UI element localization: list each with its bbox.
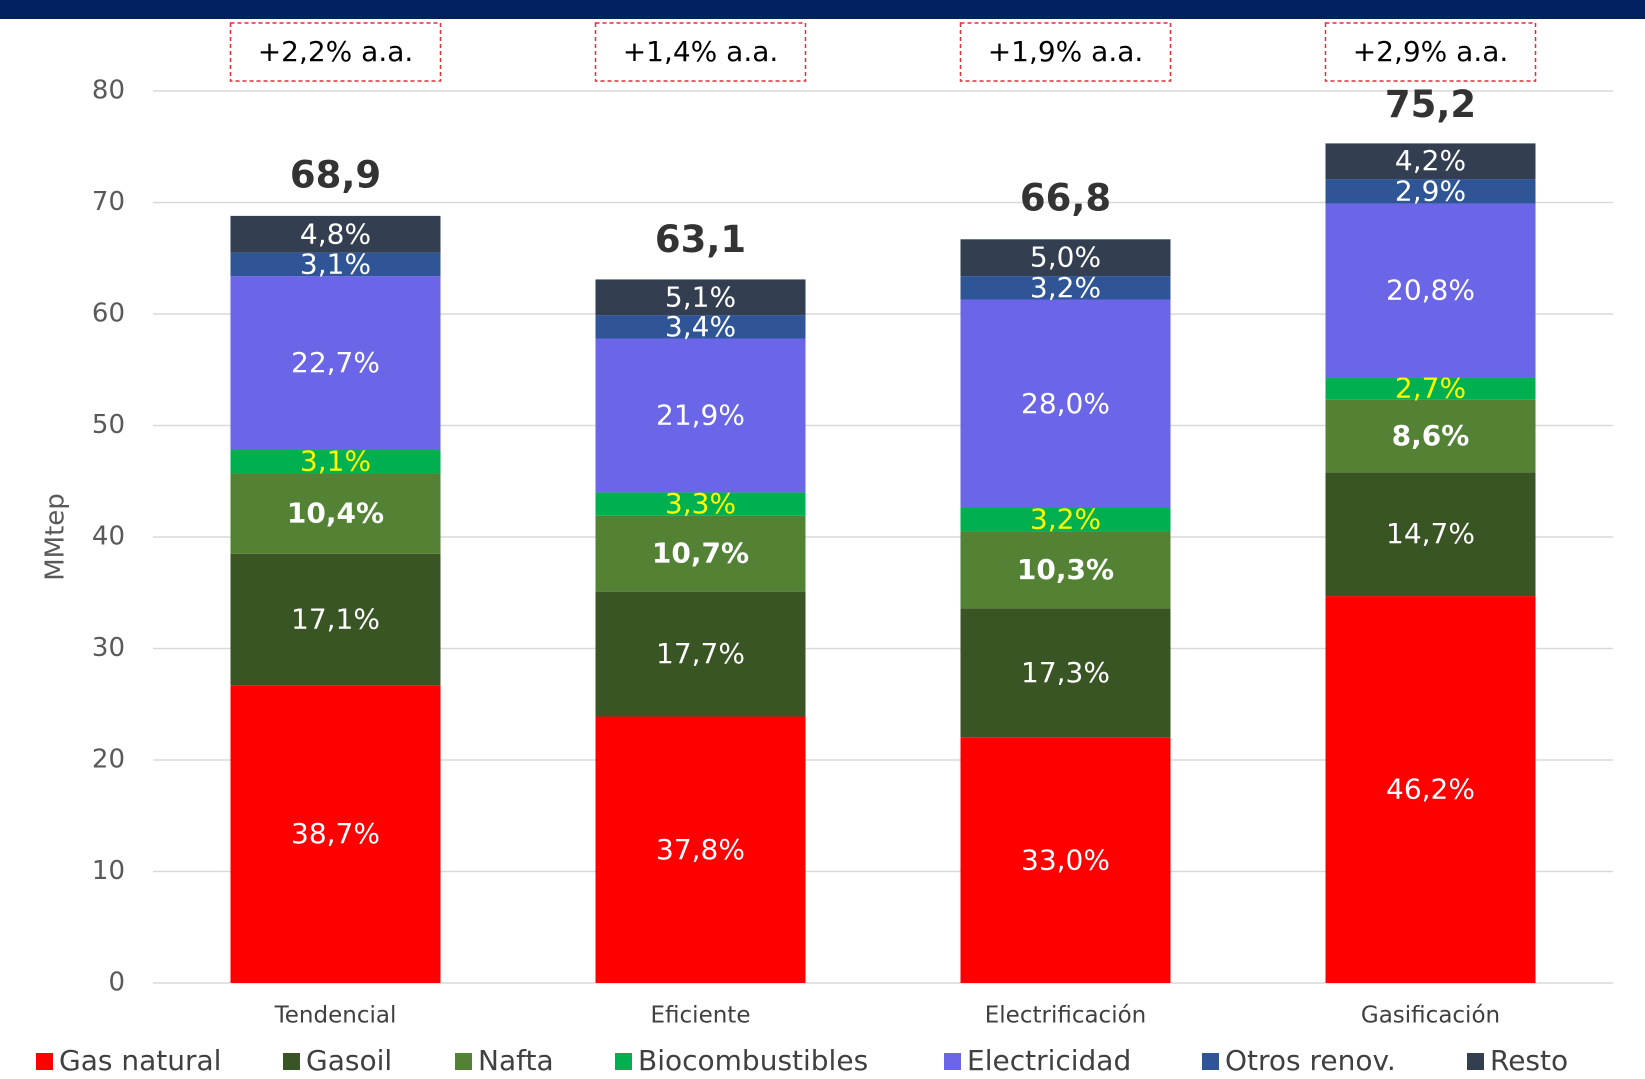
legend-swatch [283,1053,300,1070]
growth-box [1324,22,1537,82]
bar-segment [595,716,806,983]
legend-label: Biocombustibles [638,1044,868,1077]
y-tick-label: 80 [92,76,125,106]
segment-label: 17,3% [1021,656,1110,689]
segment-label: 3,2% [1030,503,1101,536]
bar-segment [595,315,806,339]
growth-label: +1,4% a.a. [623,35,779,68]
segment-label: 37,8% [656,833,745,866]
segment-label: 17,7% [656,637,745,670]
y-tick-label: 50 [92,410,125,440]
bar-segment [595,591,806,717]
y-tick-label: 70 [92,187,125,217]
segment-label: 21,9% [656,398,745,431]
y-tick-label: 10 [92,856,125,886]
bar-segment [1325,143,1536,180]
bar-segment [1325,377,1536,400]
legend-label: Otros renov. [1225,1044,1396,1077]
bar-segment [960,737,1171,983]
segment-label: 2,9% [1395,174,1466,207]
x-tick-label: Electrificación [985,1003,1147,1029]
y-tick-label: 40 [92,522,125,552]
bar-segment [230,252,441,277]
legend-label: Gasoil [306,1044,392,1077]
growth-box [959,22,1172,82]
bar-segment [960,239,1171,277]
bar-segment [1325,472,1536,597]
total-label: 63,1 [655,218,746,261]
segment-label: 14,7% [1386,517,1475,550]
bar-segment [595,515,806,592]
legend-swatch [1467,1053,1484,1070]
bar-segment [230,276,441,451]
bar-segment [595,338,806,493]
segment-label: 33,0% [1021,843,1110,876]
legend-swatch [615,1053,632,1070]
segment-label: 4,8% [300,217,371,250]
total-label: 75,2 [1385,83,1476,126]
bar-segment [230,685,441,983]
growth-label: +2,2% a.a. [258,35,414,68]
bar-segment [1325,203,1536,378]
segment-label: 46,2% [1386,773,1475,806]
segment-label: 20,8% [1386,274,1475,307]
growth-box [594,22,807,82]
legend-swatch [1202,1053,1219,1070]
bar-segment [960,608,1171,738]
bar-segment [960,531,1171,609]
bar-segment [230,473,441,554]
segment-label: 17,1% [291,603,380,636]
segment-label: 10,3% [1017,553,1114,586]
y-tick-label: 20 [92,745,125,775]
total-label: 66,8 [1020,177,1111,220]
segment-label: 3,3% [665,487,736,520]
bar-segment [1325,399,1536,473]
y-tick-label: 30 [92,633,125,663]
x-tick-label: Tendencial [274,1003,397,1029]
x-tick-label: Gasificación [1361,1003,1500,1029]
segment-label: 3,1% [300,247,371,280]
legend-label: Nafta [478,1044,554,1077]
bar-segment [230,450,441,474]
x-tick-label: Eficiente [651,1003,751,1029]
bar-segment [960,299,1171,509]
legend-label: Electricidad [967,1044,1131,1077]
bar-segment [595,492,806,516]
legend-label: Resto [1490,1044,1568,1077]
legend-label: Gas natural [59,1044,221,1077]
y-axis-label: MMtep [41,493,71,581]
segment-label: 3,2% [1030,271,1101,304]
growth-box [229,22,442,82]
y-tick-label: 0 [108,968,125,998]
segment-label: 3,1% [300,445,371,478]
header-band [0,0,1645,19]
segment-label: 38,7% [291,817,380,850]
y-tick-label: 60 [92,299,125,329]
segment-label: 22,7% [291,346,380,379]
bar-segment [230,553,441,686]
growth-label: +1,9% a.a. [988,35,1144,68]
segment-label: 3,4% [665,310,736,343]
legend-swatch [36,1053,53,1070]
legend-swatch [944,1053,961,1070]
segment-label: 10,7% [652,537,749,570]
growth-label: +2,9% a.a. [1353,35,1509,68]
segment-label: 8,6% [1392,419,1470,452]
legend-swatch [455,1053,472,1070]
segment-label: 28,0% [1021,387,1110,420]
bar-segment [960,508,1171,532]
bar-segment [1325,179,1536,204]
bar-segment [960,276,1171,300]
segment-label: 5,1% [665,280,736,313]
bar-segment [230,215,441,253]
total-label: 68,9 [290,153,381,196]
bar-segment [1325,596,1536,983]
bar-segment [595,279,806,316]
segment-label: 5,0% [1030,241,1101,274]
segment-label: 10,4% [287,497,384,530]
segment-label: 4,2% [1395,144,1466,177]
